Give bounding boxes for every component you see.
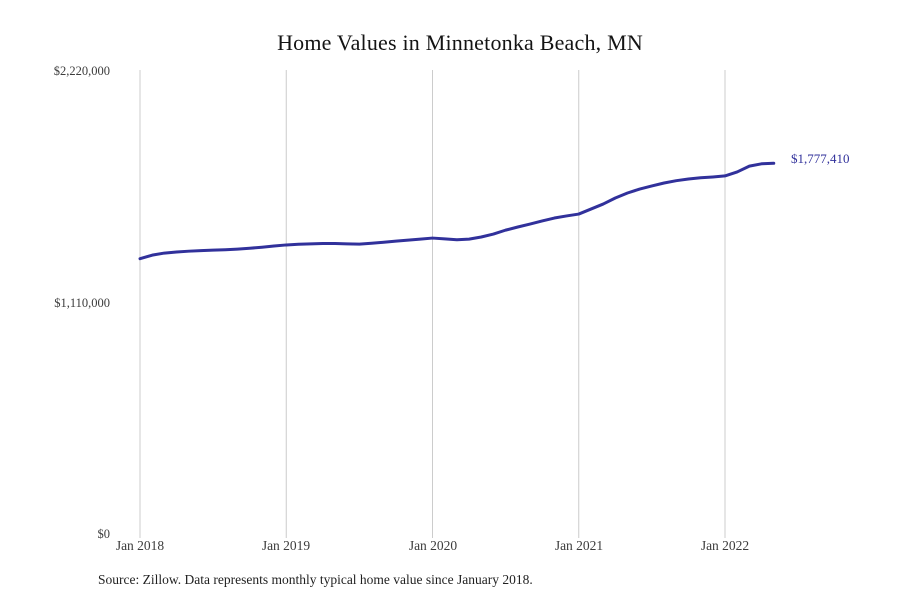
final-value-annotation: $1,777,410 xyxy=(791,151,850,166)
x-axis-tick-label: Jan 2018 xyxy=(115,538,165,553)
home-value-series-line xyxy=(138,161,776,261)
x-axis-tick-label: Jan 2021 xyxy=(554,538,604,553)
y-axis-tick-label: $1,110,000 xyxy=(54,296,110,310)
x-axis-tick-label: Jan 2020 xyxy=(408,538,458,553)
y-axis-tick-label: $2,220,000 xyxy=(53,64,110,78)
y-axis-tick-label: $0 xyxy=(97,527,111,541)
x-axis-tick-label: Jan 2022 xyxy=(700,538,750,553)
x-axis-tick-label: Jan 2019 xyxy=(261,538,311,553)
chart-title: Home Values in Minnetonka Beach, MN xyxy=(277,30,643,55)
source-attribution: Source: Zillow. Data represents monthly … xyxy=(98,572,533,587)
